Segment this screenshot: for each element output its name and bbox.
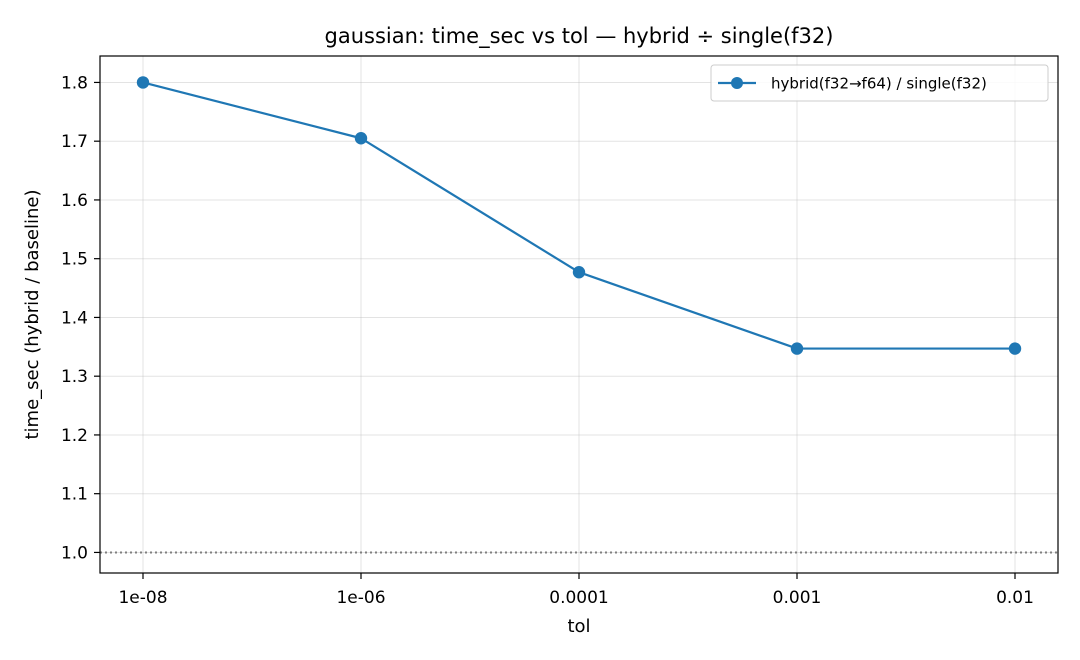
y-tick-label: 1.6 bbox=[61, 191, 88, 211]
y-tick-label: 1.1 bbox=[61, 485, 88, 505]
x-tick-label: 0.0001 bbox=[549, 588, 608, 608]
x-tick-label: 1e-08 bbox=[118, 588, 167, 608]
grid bbox=[100, 56, 1058, 573]
x-tick-label: 0.01 bbox=[996, 588, 1034, 608]
y-tick-label: 1.0 bbox=[61, 543, 88, 563]
y-tick-label: 1.4 bbox=[61, 308, 88, 328]
x-tick-label: 1e-06 bbox=[336, 588, 385, 608]
legend-series-marker bbox=[731, 77, 743, 89]
y-axis-label: time_sec (hybrid / baseline) bbox=[22, 190, 43, 440]
data-point bbox=[136, 76, 150, 89]
chart-title: gaussian: time_sec vs tol — hybrid ÷ sin… bbox=[325, 24, 834, 49]
data-point bbox=[354, 132, 368, 145]
y-tick-label: 1.2 bbox=[61, 426, 88, 446]
data-point bbox=[572, 266, 586, 279]
x-axis: 1e-08 1e-06 0.0001 0.001 0.01 bbox=[118, 573, 1034, 608]
legend: hybrid(f32→f64) / single(f32) bbox=[710, 64, 1049, 102]
x-tick-label: 0.001 bbox=[773, 588, 822, 608]
legend-series-label: hybrid(f32→f64) / single(f32) bbox=[771, 75, 987, 93]
series-group bbox=[136, 76, 1022, 355]
y-tick-label: 1.7 bbox=[61, 132, 88, 152]
y-tick-label: 1.5 bbox=[61, 250, 88, 270]
x-axis-label: tol bbox=[567, 616, 590, 637]
data-point bbox=[1008, 342, 1022, 355]
legend-box bbox=[710, 64, 1049, 102]
y-axis: 1.0 1.1 1.2 1.3 1.4 1.5 1.6 1.7 1.8 bbox=[61, 73, 100, 563]
data-point bbox=[790, 342, 804, 355]
y-tick-label: 1.8 bbox=[61, 73, 88, 93]
y-tick-label: 1.3 bbox=[61, 367, 88, 387]
